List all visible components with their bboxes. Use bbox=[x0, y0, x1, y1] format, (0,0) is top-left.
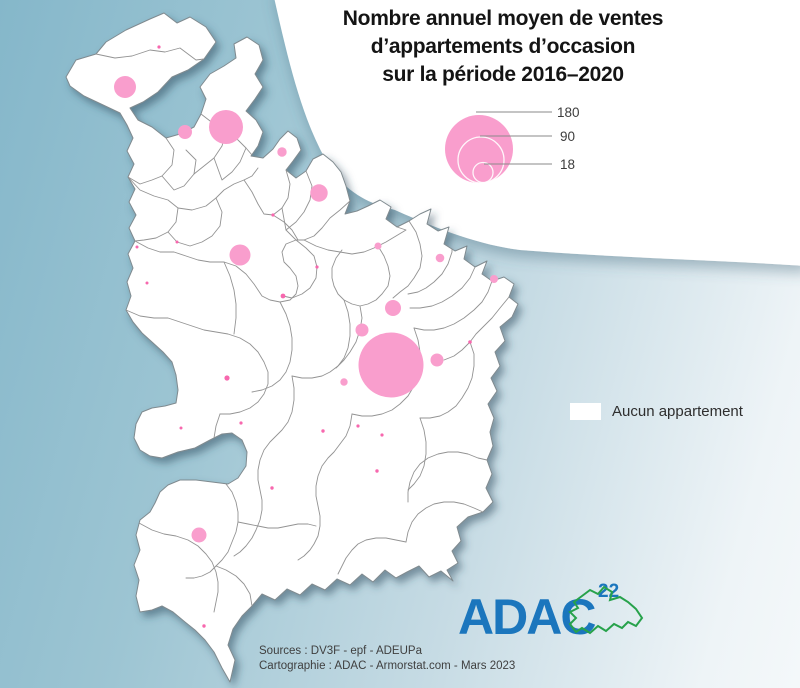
commune-sales-circle bbox=[340, 378, 348, 386]
commune-sales-circle bbox=[358, 332, 424, 398]
footer-credits: Sources : DV3F - epf - ADEUPa Cartograph… bbox=[259, 644, 515, 674]
commune-sales-circle bbox=[114, 76, 136, 98]
commune-sales-circle bbox=[430, 353, 444, 367]
map-title-line2: d’appartements d’occasion bbox=[370, 35, 636, 58]
commune-sales-circle bbox=[179, 426, 183, 430]
adac-logo-dept-number: 22 bbox=[598, 581, 619, 602]
commune-sales-circle bbox=[229, 244, 251, 266]
commune-sales-circle bbox=[135, 245, 139, 249]
commune-sales-circle bbox=[385, 300, 401, 316]
commune-sales-circle bbox=[271, 213, 275, 217]
commune-sales-circle bbox=[310, 184, 328, 202]
commune-sales-circle bbox=[435, 253, 445, 263]
adac22-logo: ADAC 22 bbox=[458, 581, 644, 645]
commune-sales-circle bbox=[277, 147, 287, 157]
commune-sales-circle bbox=[178, 125, 192, 139]
adac-logo-department-outline bbox=[568, 585, 644, 635]
commune-sales-circle bbox=[175, 240, 179, 244]
commune-sales-circle bbox=[374, 242, 382, 250]
commune-sales-circle bbox=[315, 265, 319, 269]
size-legend: 180 90 18 bbox=[445, 105, 580, 184]
legend-circle-18 bbox=[472, 161, 494, 184]
sources-line: Sources : DV3F - epf - ADEUPa bbox=[259, 645, 422, 657]
map-title-line3: sur la période 2016–2020 bbox=[382, 63, 624, 86]
commune-sales-circle bbox=[145, 281, 149, 285]
commune-sales-circle bbox=[209, 110, 243, 144]
commune-sales-circle bbox=[355, 323, 369, 337]
commune-sales-circle bbox=[202, 624, 206, 628]
commune-sales-circle bbox=[375, 469, 379, 473]
legend-circle-180 bbox=[445, 115, 513, 183]
commune-sales-circle bbox=[157, 45, 161, 49]
cartography-line: Cartographie : ADAC - Armorstat.com - Ma… bbox=[259, 660, 516, 672]
commune-sales-circle bbox=[468, 340, 472, 344]
legend-value-90: 90 bbox=[560, 129, 575, 144]
legend-value-18: 18 bbox=[560, 157, 575, 172]
no-data-label: Aucun appartement bbox=[612, 403, 743, 420]
commune-sales-circle bbox=[280, 293, 286, 299]
commune-sales-circle bbox=[270, 486, 274, 490]
commune-sales-circle bbox=[191, 527, 207, 543]
title-cloud-shape bbox=[274, 0, 800, 266]
commune-sales-circle bbox=[490, 275, 498, 283]
commune-sales-circle bbox=[321, 429, 325, 433]
commune-sales-circle bbox=[380, 433, 384, 437]
legend-circle-90 bbox=[457, 136, 505, 184]
sales-circles bbox=[114, 45, 498, 628]
legend-value-180: 180 bbox=[557, 105, 580, 120]
no-data-swatch bbox=[570, 403, 601, 420]
no-data-legend: Aucun appartement bbox=[570, 403, 743, 420]
map-title: Nombre annuel moyen de ventes d’appartem… bbox=[332, 5, 674, 89]
commune-sales-circle bbox=[356, 424, 360, 428]
commune-sales-circle bbox=[239, 421, 243, 425]
commune-sales-circle bbox=[224, 375, 230, 381]
map-title-line1: Nombre annuel moyen de ventes bbox=[342, 7, 664, 30]
